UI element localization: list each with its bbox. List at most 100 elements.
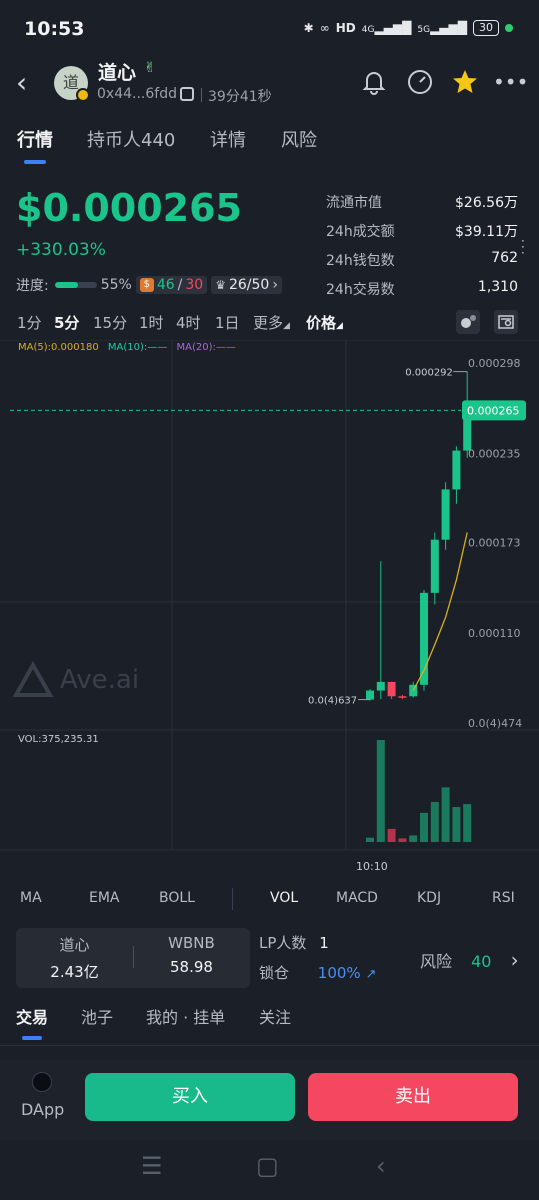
volume-bar <box>376 740 385 842</box>
copy-icon[interactable] <box>180 87 194 101</box>
dapp-logo-icon[interactable] <box>32 1072 52 1092</box>
chart-labels: 0.000298 0.000235 0.000173 0.000110 0.0(4)47… <box>10 357 526 873</box>
indicator-kdj[interactable]: KDJ <box>417 890 442 906</box>
interval-more[interactable]: 更多◢ <box>253 312 290 333</box>
indicator-boll[interactable]: BOLL <box>159 890 195 906</box>
lock-label: 锁仓 <box>259 964 290 982</box>
stat-row: 24h交易数 1,310 <box>326 279 518 308</box>
external-link-icon: ↗ <box>365 967 377 982</box>
holders-chip[interactable]: $ 46/30 <box>135 276 208 294</box>
price-change: +330.03% <box>16 240 106 260</box>
price-mode-label: 价格 <box>306 314 337 332</box>
holders-count-b: 30 <box>185 277 204 293</box>
tab-details[interactable]: 详情 <box>210 130 246 151</box>
candle-body <box>398 696 407 698</box>
indicator-tool-icon[interactable] <box>456 310 480 334</box>
candle-body <box>366 690 374 700</box>
crown-chip[interactable]: ♛ 26/50 › <box>211 276 282 294</box>
holders-count-a: 46 <box>156 277 175 293</box>
token-name: 道心 <box>98 62 137 84</box>
candle-body <box>420 592 428 685</box>
token-address: 0x44...6fdd <box>97 86 177 102</box>
volume-bar <box>387 828 396 842</box>
bell-icon[interactable] <box>360 68 388 96</box>
stat-value: $39.11万 <box>455 224 518 240</box>
tab-market[interactable]: 行情 <box>17 130 53 151</box>
main-tabs: 行情 持币人440 详情 风险 <box>0 120 539 168</box>
caret-icon: ◢ <box>283 321 290 331</box>
avatar: 道 <box>54 66 90 102</box>
tab-trades[interactable]: 交易 <box>16 1008 49 1027</box>
avatar-text: 道 <box>62 73 79 92</box>
volume-bar <box>409 835 418 842</box>
status-icons: ✱ ∞ HD 4G▂▄▆█ 5G▂▄▆█ 30 <box>304 20 513 36</box>
risk-label: 风险 <box>420 952 453 971</box>
indicator-vol[interactable]: VOL <box>270 890 299 906</box>
tab-my-orders[interactable]: 我的 · 挂单 <box>146 1008 226 1027</box>
bnb-chain-icon <box>76 88 90 102</box>
sell-button[interactable]: 卖出 <box>308 1073 518 1121</box>
tab-indicator <box>22 1036 42 1040</box>
volume-bar <box>420 812 428 842</box>
volume-bar <box>398 838 407 842</box>
hd-icon: HD <box>335 21 356 35</box>
tab-risk[interactable]: 风险 <box>281 130 317 151</box>
current-price-label: 0.000265 <box>467 404 520 417</box>
lock-info[interactable]: 锁仓 100% ↗ <box>259 962 376 983</box>
stat-row: 24h钱包数 762 <box>326 250 518 279</box>
action-footer: DApp 买入 卖出 <box>0 1060 539 1140</box>
indicator-macd[interactable]: MACD <box>336 890 378 906</box>
high-label: 0.000292 <box>405 368 453 379</box>
interval-1h[interactable]: 1时 <box>139 314 164 332</box>
indicator-ema[interactable]: EMA <box>89 890 120 906</box>
interval-bar: 1分 5分 15分 1时 4时 1日 更多◢ 价格◢ <box>0 310 539 334</box>
token-header: ‹ 道 道心 ✌ 0x44...6fdd 39分41秒 ••• <box>0 58 539 110</box>
ma20-label: MA(20):—— <box>176 342 236 353</box>
chart-settings-icon[interactable] <box>494 310 518 334</box>
chart-grid <box>0 340 539 851</box>
watermark: Ave.ai <box>60 665 139 695</box>
token-stats: 流通市值 $26.56万 24h成交额 $39.11万 24h钱包数 762 24h交… <box>326 192 518 308</box>
trade-tabs: 交易 池子 我的 · 挂单 关注 <box>0 1002 539 1046</box>
stat-value: 1,310 <box>477 279 518 295</box>
status-time: 10:53 <box>24 18 85 40</box>
lp-value: 1 <box>319 934 329 952</box>
risk-score[interactable]: 风险 40 › <box>420 948 519 972</box>
back-icon[interactable]: ‹ <box>16 66 28 99</box>
progress-fill <box>54 282 78 288</box>
interval-15m[interactable]: 15分 <box>93 314 128 332</box>
volume-bar <box>463 804 472 842</box>
interval-4h[interactable]: 4时 <box>176 314 201 332</box>
ma10-label: MA(10):—— <box>107 342 168 353</box>
crown-count: 26/50 <box>228 277 270 293</box>
stat-key: 24h交易数 <box>326 282 395 298</box>
indicator-divider <box>232 888 233 910</box>
progress-bar <box>54 282 97 288</box>
current-price-badge <box>462 400 526 421</box>
price-mode-select[interactable]: 价格◢ <box>306 312 343 333</box>
y-tick-label: 0.000110 <box>468 627 521 640</box>
more-icon[interactable]: ••• <box>493 70 529 94</box>
menu-icon[interactable]: ☰ <box>141 1152 163 1180</box>
tab-pool[interactable]: 池子 <box>81 1008 114 1027</box>
price-chart[interactable]: Ave.ai 0.0002980.0002350.0001730.0001100… <box>0 340 539 880</box>
interval-1d[interactable]: 1日 <box>215 314 240 332</box>
progress-row: 进度: 55% $ 46/30 ♛ 26/50 › <box>16 274 282 296</box>
tab-watch[interactable]: 关注 <box>259 1008 292 1027</box>
interval-1m[interactable]: 1分 <box>17 314 42 332</box>
indicator-ma[interactable]: MA <box>20 890 42 906</box>
dapp-label[interactable]: DApp <box>21 1100 65 1119</box>
chevron-right-icon: › <box>510 948 519 972</box>
x-tick-label: 10:10 <box>356 860 388 873</box>
star-icon[interactable] <box>451 68 479 96</box>
buy-button[interactable]: 买入 <box>85 1073 295 1121</box>
pool-reserves: 道心 2.43亿 WBNB 58.98 <box>16 928 250 988</box>
tab-holders[interactable]: 持币人440 <box>87 130 176 151</box>
stats-more-icon[interactable]: · · · <box>521 234 525 260</box>
y-tick-label: 0.000298 <box>468 357 521 370</box>
interval-5m[interactable]: 5分 <box>54 314 80 332</box>
home-icon[interactable]: ▢ <box>256 1152 279 1180</box>
back-nav-icon[interactable]: ‹ <box>376 1152 386 1180</box>
indicator-rsi[interactable]: RSI <box>492 890 515 906</box>
gauge-icon[interactable] <box>406 68 434 96</box>
